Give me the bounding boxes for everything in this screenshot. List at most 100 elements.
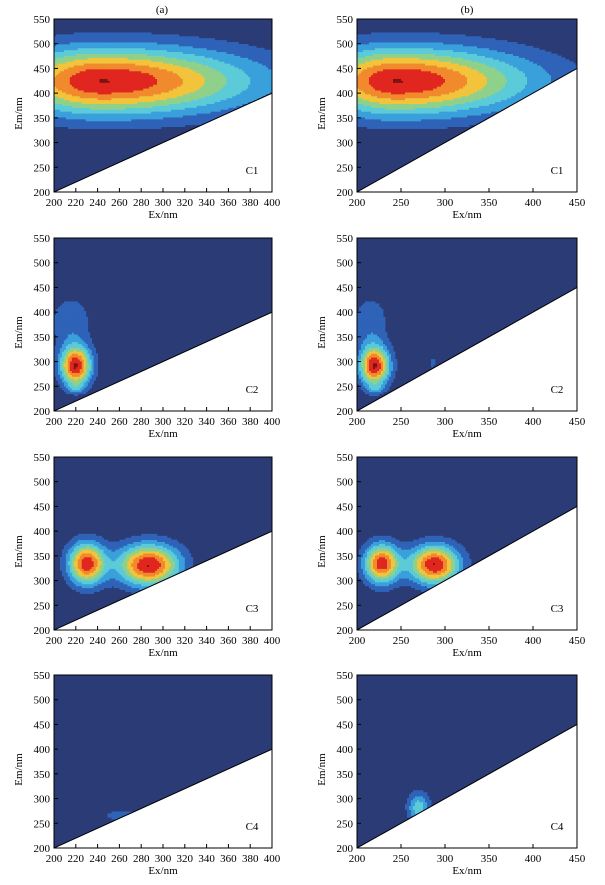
contour-cell	[166, 92, 170, 95]
contour-cell	[176, 86, 180, 89]
contour-cell	[188, 57, 192, 60]
contour-cell	[190, 115, 194, 118]
contour-cell	[190, 61, 194, 64]
contour-cell	[204, 80, 207, 83]
contour-cell	[260, 59, 263, 62]
contour-cell	[214, 115, 217, 118]
contour-cell	[216, 59, 219, 62]
contour-cell	[107, 63, 110, 66]
contour-cell	[174, 88, 178, 91]
contour-cell	[208, 118, 211, 122]
contour-cell	[159, 84, 162, 87]
contour-cell	[91, 34, 95, 37]
contour-cell	[164, 82, 168, 85]
contour-cell	[244, 99, 247, 103]
contour-cell	[125, 59, 128, 62]
contour-cell	[222, 103, 225, 106]
contour-cell	[111, 107, 114, 110]
contour-cell	[133, 97, 136, 101]
contour-cell	[111, 88, 114, 91]
contour-cell	[129, 122, 132, 126]
contour-cell	[139, 93, 142, 97]
contour-cell	[67, 74, 71, 78]
contour-cell	[226, 49, 229, 53]
contour-cell	[170, 70, 174, 74]
contour-cell	[242, 92, 245, 95]
contour-cell	[262, 88, 265, 91]
contour-cell	[230, 42, 233, 45]
contour-cell	[224, 61, 227, 64]
contour-cell	[182, 118, 186, 122]
contour-cell	[73, 55, 77, 58]
contour-cell	[200, 53, 204, 56]
contour-cell	[54, 97, 57, 101]
contour-cell	[147, 32, 150, 35]
contour-cell	[69, 43, 73, 47]
contour-cell	[218, 47, 221, 51]
contour-cell	[55, 68, 59, 72]
contour-cell	[157, 53, 160, 56]
contour-cell	[260, 61, 263, 64]
contour-cell	[157, 57, 160, 60]
contour-cell	[113, 103, 116, 106]
contour-cell	[216, 84, 219, 87]
contour-cell	[55, 78, 59, 81]
contour-cell	[246, 57, 249, 60]
contour-cell	[145, 72, 148, 76]
contour-cell	[145, 82, 148, 85]
contour-cell	[101, 42, 104, 45]
contour-cell	[99, 99, 102, 103]
contour-cell	[115, 36, 118, 39]
contour-cell	[232, 61, 235, 64]
contour-cell	[91, 95, 95, 99]
contour-cell	[200, 49, 204, 53]
contour-cell	[161, 111, 164, 114]
contour-cell	[155, 113, 158, 116]
contour-cell	[178, 105, 182, 108]
contour-cell	[89, 105, 93, 108]
contour-cell	[176, 118, 180, 122]
contour-cell	[63, 97, 67, 101]
contour-cell	[159, 113, 162, 116]
contour-cell	[230, 105, 233, 108]
contour-cell	[202, 68, 206, 72]
contour-cell	[266, 92, 269, 95]
contour-cell	[55, 40, 59, 43]
contour-cell	[226, 42, 229, 45]
contour-cell	[240, 101, 243, 104]
contour-cell	[246, 67, 249, 70]
contour-cell	[93, 32, 97, 35]
contour-cell	[238, 53, 241, 56]
contour-cell	[57, 67, 61, 70]
contour-cell	[54, 120, 57, 124]
contour-cell	[151, 74, 154, 78]
contour-cell	[109, 117, 112, 120]
contour-cell	[97, 90, 100, 93]
contour-cell	[129, 97, 132, 101]
contour-cell	[164, 53, 168, 56]
contour-cell	[93, 57, 97, 60]
contour-cell	[121, 40, 124, 43]
contour-cell	[129, 70, 132, 74]
contour-cell	[87, 49, 91, 53]
contour-cell	[164, 84, 168, 87]
contour-cell	[137, 38, 140, 41]
contour-cell	[226, 67, 229, 70]
contour-cell	[210, 51, 213, 54]
contour-cell	[206, 68, 209, 72]
contour-cell	[55, 59, 59, 62]
contour-cell	[71, 126, 75, 129]
contour-cell	[170, 103, 174, 106]
contour-cell	[163, 97, 166, 101]
contour-cell	[125, 43, 128, 47]
contour-cell	[190, 38, 194, 41]
contour-cell	[139, 99, 142, 103]
contour-cell	[145, 51, 148, 54]
contour-cell	[226, 90, 229, 93]
contour-cell	[105, 68, 108, 72]
contour-cell	[91, 51, 95, 54]
contour-cell	[125, 117, 128, 120]
contour-cell	[248, 68, 251, 72]
contour-cell	[99, 90, 102, 93]
contour-cell	[135, 38, 138, 41]
